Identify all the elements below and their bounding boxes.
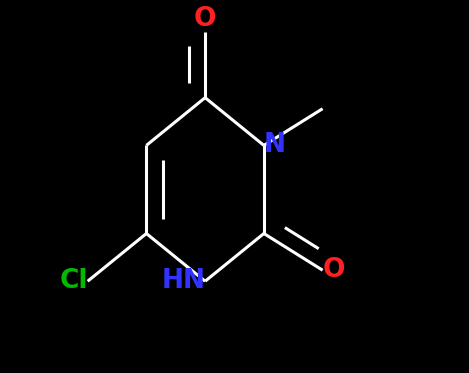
Text: N: N [264,132,286,159]
Text: O: O [323,257,345,283]
Text: HN: HN [161,268,205,294]
Text: O: O [194,6,216,32]
Text: Cl: Cl [59,268,88,294]
